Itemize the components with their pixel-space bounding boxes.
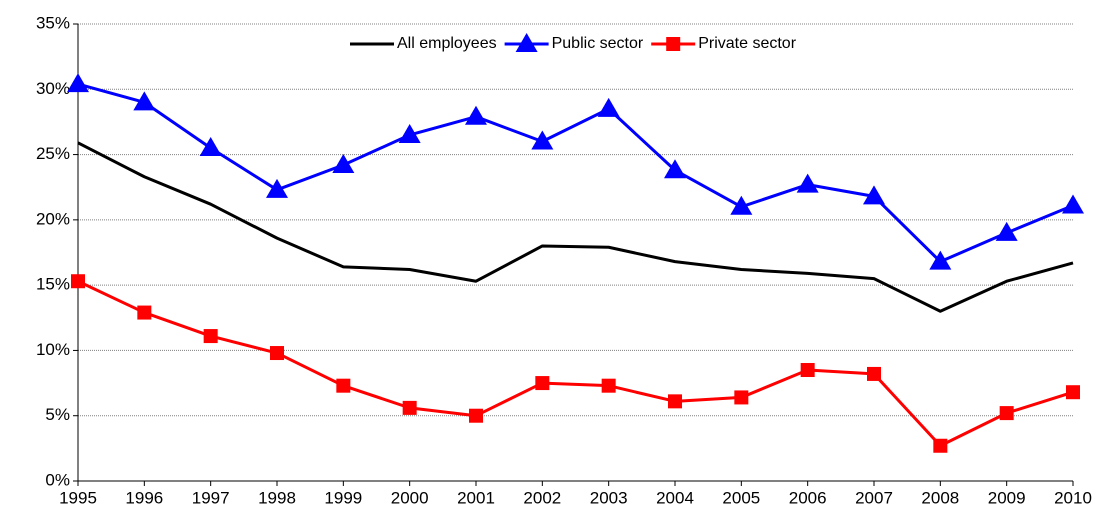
x-tick-label: 2006 <box>789 488 827 507</box>
x-tick-label: 1997 <box>192 488 230 507</box>
marker <box>734 390 749 405</box>
marker <box>995 221 1018 241</box>
marker <box>601 378 616 393</box>
marker <box>666 37 681 51</box>
y-tick-label: 35% <box>36 13 70 32</box>
x-tick-label: 2000 <box>391 488 429 507</box>
marker <box>270 346 284 361</box>
x-tick-label: 2003 <box>590 488 628 507</box>
x-tick-label: 2010 <box>1054 488 1092 507</box>
marker <box>199 137 222 157</box>
marker <box>796 173 819 193</box>
marker <box>336 378 351 393</box>
marker <box>929 250 952 270</box>
marker <box>465 105 487 125</box>
x-tick-label: 2004 <box>656 488 694 507</box>
marker <box>469 408 483 423</box>
marker <box>730 195 753 215</box>
marker <box>664 159 686 179</box>
marker <box>933 438 948 453</box>
marker <box>133 91 156 111</box>
marker <box>531 130 554 150</box>
legend: All employees Public sector Private sector <box>338 28 910 60</box>
marker <box>67 73 89 93</box>
x-tick-label: 1999 <box>324 488 362 507</box>
x-tick-label: 1995 <box>59 488 97 507</box>
y-tick-label: 30% <box>36 79 70 98</box>
y-tick-label: 10% <box>36 340 70 359</box>
y-tick-label: 20% <box>36 209 70 228</box>
x-tick-label: 2008 <box>921 488 959 507</box>
x-tick-label: 2007 <box>855 488 893 507</box>
marker <box>71 274 85 289</box>
legend-box <box>338 28 910 60</box>
marker <box>332 154 355 174</box>
x-tick-label: 2001 <box>457 488 495 507</box>
series-line <box>77 82 1074 264</box>
marker <box>515 33 538 52</box>
x-tick-label: 2005 <box>722 488 760 507</box>
marker <box>668 394 682 409</box>
y-tick-label: 15% <box>36 275 70 294</box>
x-tick-label: 1998 <box>258 488 296 507</box>
x-tick-label: 1996 <box>125 488 163 507</box>
x-tick-label: 2009 <box>988 488 1026 507</box>
legend-label: Public sector <box>552 35 644 52</box>
marker <box>1062 194 1084 214</box>
y-tick-label: 0% <box>45 470 70 489</box>
marker <box>863 185 885 205</box>
legend-label: All employees <box>397 35 497 52</box>
marker <box>398 123 421 143</box>
marker <box>999 406 1014 421</box>
marker <box>137 305 152 320</box>
marker <box>597 97 620 117</box>
marker <box>203 329 218 344</box>
x-tick-label: 2002 <box>523 488 561 507</box>
marker <box>402 400 417 415</box>
marker <box>266 178 288 198</box>
marker <box>535 376 550 391</box>
marker <box>867 366 881 381</box>
series-line <box>77 141 1074 313</box>
marker <box>800 363 815 378</box>
marker <box>1066 385 1080 400</box>
legend-label: Private sector <box>698 35 796 52</box>
y-tick-label: 25% <box>36 144 70 163</box>
series-line <box>77 279 1074 448</box>
y-tick-label: 5% <box>45 405 70 424</box>
